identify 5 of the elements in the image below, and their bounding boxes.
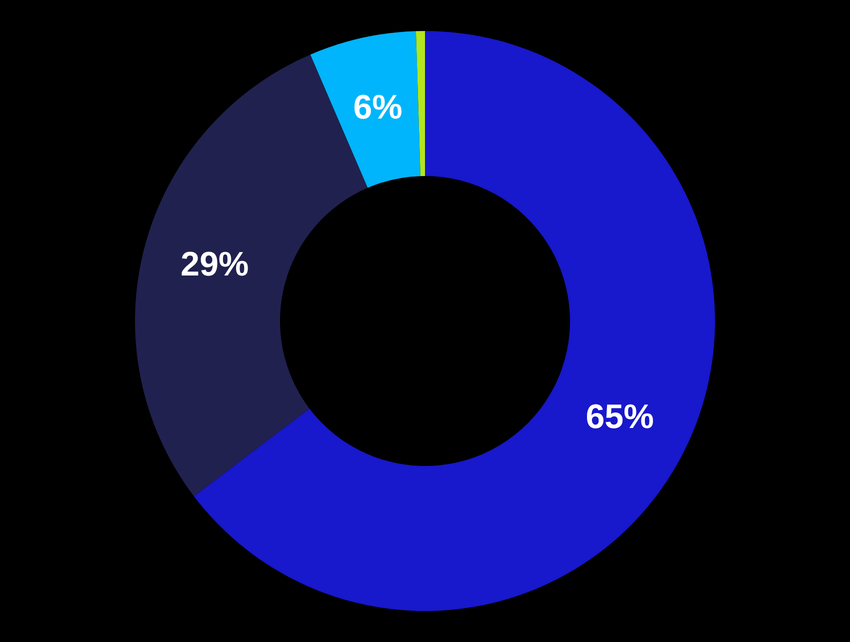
data-label: 29% — [180, 246, 249, 284]
donut-slice — [416, 31, 425, 176]
donut-slice — [310, 31, 420, 188]
data-label: 65% — [586, 398, 654, 436]
data-label: 6% — [353, 88, 402, 127]
